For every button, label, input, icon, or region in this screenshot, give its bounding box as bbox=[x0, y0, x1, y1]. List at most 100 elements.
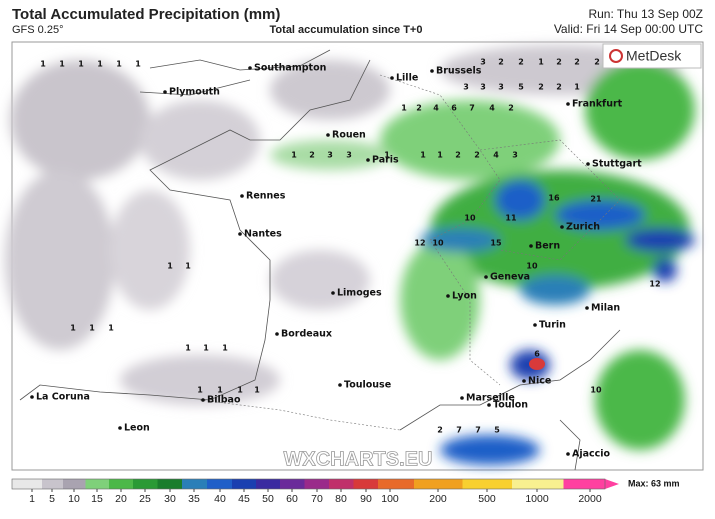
subtitle: Total accumulation since T+0 bbox=[270, 24, 423, 36]
city-label: Bilbao bbox=[207, 395, 241, 406]
coastlines bbox=[19, 49, 621, 471]
city-dot bbox=[338, 383, 342, 387]
coastline bbox=[399, 329, 621, 471]
city-dot bbox=[163, 90, 167, 94]
colorbar-tick-label: 60 bbox=[286, 493, 298, 505]
coastline bbox=[19, 59, 371, 401]
point-value: 1 bbox=[203, 344, 209, 353]
point-value: 2 bbox=[474, 151, 480, 160]
point-value: 1 bbox=[59, 60, 65, 69]
city-label: Frankfurt bbox=[572, 99, 623, 110]
precip-area bbox=[495, 180, 545, 220]
colorbar-segment bbox=[182, 479, 207, 489]
logo-text: MetDesk bbox=[626, 48, 682, 64]
border bbox=[379, 74, 501, 386]
precip-area bbox=[110, 190, 190, 310]
point-value: 10 bbox=[432, 239, 444, 248]
city-dot bbox=[30, 395, 34, 399]
cities: Southampton Plymouth Lille Brussels Frankfur… bbox=[30, 63, 642, 460]
precip-area bbox=[380, 100, 560, 180]
city-label: Toulon bbox=[493, 400, 528, 411]
city-dot bbox=[331, 291, 335, 295]
city-dot bbox=[326, 133, 330, 137]
precip-area bbox=[585, 60, 695, 160]
model: GFS 0.25° bbox=[12, 24, 63, 36]
city-label: Limoges bbox=[337, 288, 382, 299]
point-value: 5 bbox=[494, 426, 500, 435]
point-value: 1 bbox=[538, 58, 544, 67]
point-value: 4 bbox=[489, 104, 495, 113]
point-value: 7 bbox=[469, 104, 475, 113]
city-dot bbox=[566, 102, 570, 106]
point-value: 7 bbox=[456, 426, 462, 435]
precip-area bbox=[653, 258, 677, 282]
colorbar-segment bbox=[414, 479, 463, 489]
point-value: 1 bbox=[420, 151, 426, 160]
colorbar-tick-label: 90 bbox=[360, 493, 372, 505]
point-value: 3 bbox=[480, 58, 486, 67]
city-dot bbox=[560, 225, 564, 229]
city-label: Zurich bbox=[566, 222, 600, 233]
point-value: 3 bbox=[480, 83, 486, 92]
precip-area bbox=[140, 100, 260, 180]
point-value: 2 bbox=[498, 58, 504, 67]
city-dot bbox=[487, 403, 491, 407]
logo-box bbox=[602, 43, 702, 69]
precip-area bbox=[595, 350, 685, 450]
colorbar-tick-label: 50 bbox=[262, 493, 274, 505]
run-time: Run: Thu 13 Sep 00Z bbox=[588, 7, 703, 21]
point-value: 12 bbox=[649, 280, 660, 289]
point-value: 15 bbox=[490, 239, 502, 248]
point-value: 10 bbox=[464, 214, 476, 223]
border bbox=[479, 139, 621, 261]
precip-area bbox=[625, 228, 695, 252]
precip-area bbox=[440, 435, 540, 465]
colorbar-segment bbox=[207, 479, 232, 489]
precip-area bbox=[5, 170, 115, 350]
point-value: 1 bbox=[97, 60, 103, 69]
city-dot bbox=[484, 275, 488, 279]
city-dot bbox=[430, 69, 434, 73]
colorbar-tick-label: 200 bbox=[429, 493, 447, 505]
point-value: 1 bbox=[437, 151, 443, 160]
city-label: Milan bbox=[591, 303, 620, 314]
colorbar-segment bbox=[12, 479, 42, 489]
point-value: 3 bbox=[346, 151, 352, 160]
city-label: Leon bbox=[124, 423, 150, 434]
precip-max bbox=[529, 358, 545, 370]
precip-area bbox=[10, 60, 150, 180]
point-value: 1 bbox=[217, 386, 223, 395]
colorbar-segment bbox=[280, 479, 305, 489]
point-value: 3 bbox=[463, 83, 469, 92]
colorbar-segment bbox=[462, 479, 512, 489]
city-dot bbox=[275, 332, 279, 336]
point-value: 1 bbox=[185, 262, 191, 271]
colorbar-tick-label: 15 bbox=[91, 493, 103, 505]
point-value: 1 bbox=[574, 83, 580, 92]
point-value: 2 bbox=[574, 58, 580, 67]
point-value: 2 bbox=[309, 151, 315, 160]
point-value: 1 bbox=[401, 104, 407, 113]
city-label: Southampton bbox=[254, 63, 327, 74]
colorbar-segment bbox=[232, 479, 256, 489]
colorbar-tick-label: 80 bbox=[335, 493, 347, 505]
colorbar-segment bbox=[378, 479, 414, 489]
point-value: 2 bbox=[518, 58, 524, 67]
city-label: Geneva bbox=[490, 272, 530, 283]
point-value: 12 bbox=[414, 239, 425, 248]
point-value: 1 bbox=[70, 324, 76, 333]
point-value: 2 bbox=[556, 58, 562, 67]
city-dot bbox=[238, 232, 242, 236]
max-label: Max: 63 mm bbox=[628, 478, 680, 488]
point-value: 1 bbox=[237, 386, 243, 395]
point-value: 10 bbox=[526, 262, 538, 271]
point-value: 7 bbox=[475, 426, 481, 435]
colorbar-tick-label: 70 bbox=[311, 493, 323, 505]
colorbar-segment bbox=[304, 479, 329, 489]
city-label: Brussels bbox=[436, 66, 482, 77]
point-value: 21 bbox=[590, 195, 602, 204]
point-value: 1 bbox=[291, 151, 297, 160]
city-label: Lyon bbox=[452, 291, 477, 302]
precip-area bbox=[400, 240, 480, 360]
